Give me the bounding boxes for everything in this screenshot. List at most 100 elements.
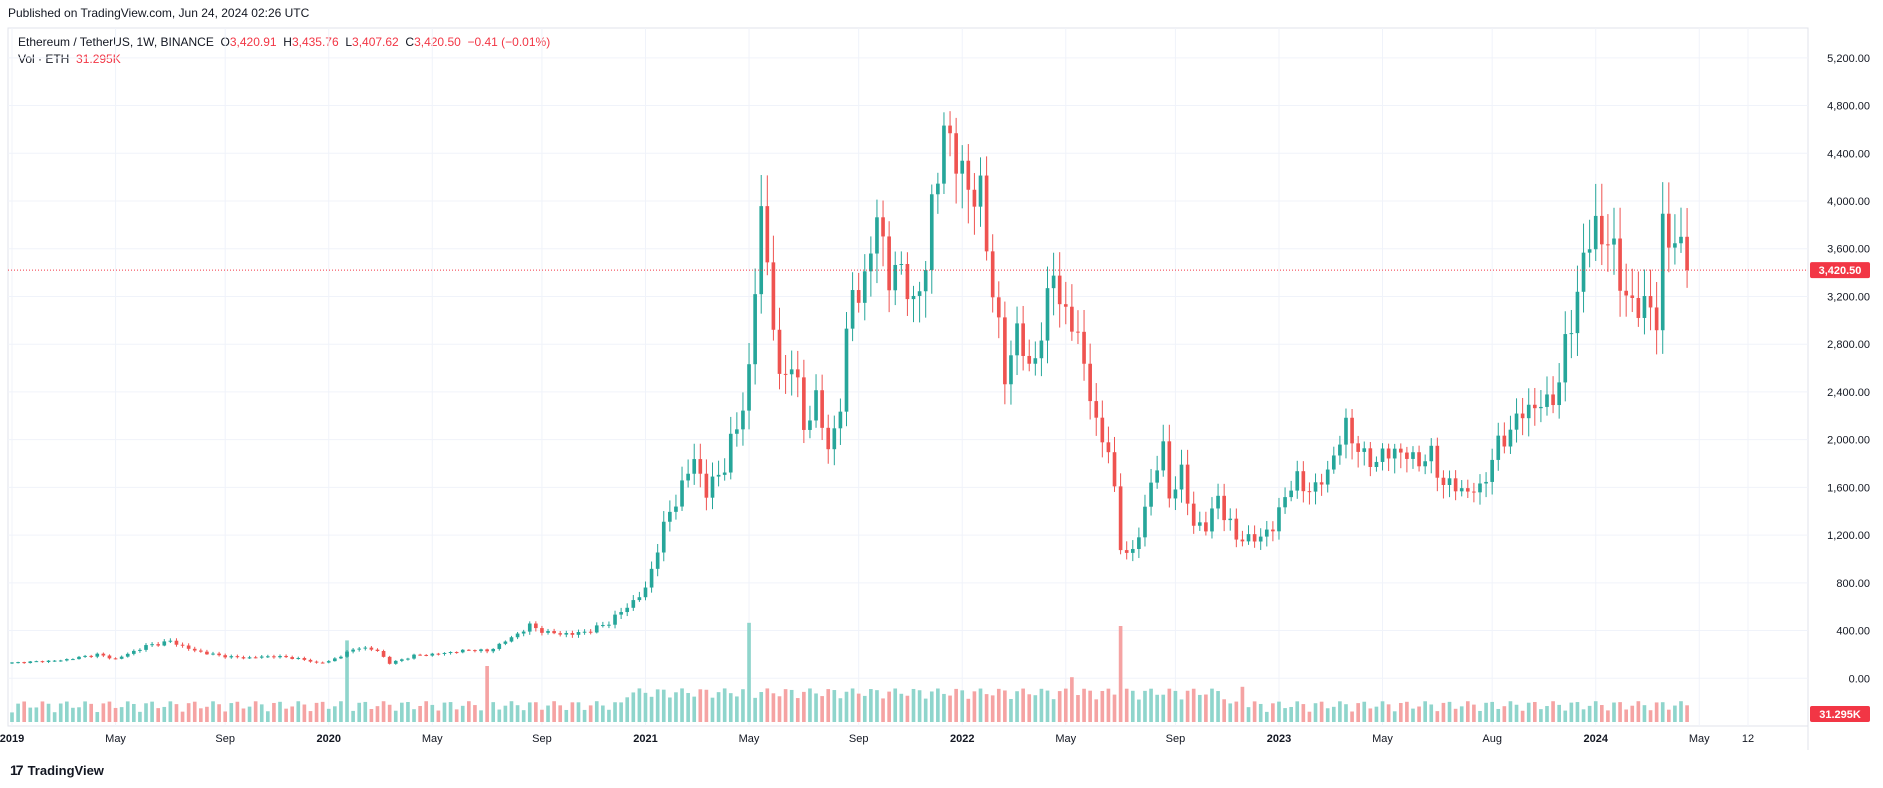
volume-bar: [1666, 709, 1671, 722]
volume-bar: [1423, 701, 1427, 722]
candle-body: [1088, 363, 1092, 402]
candle-body: [607, 624, 611, 626]
candle-body: [473, 650, 477, 652]
volume-bar: [1606, 710, 1610, 722]
candle-body: [1532, 404, 1537, 409]
volume-bar: [509, 701, 514, 722]
candle-body: [10, 662, 14, 664]
volume-bar: [942, 693, 946, 722]
volume-bar: [107, 701, 112, 722]
volume-bar: [1021, 688, 1025, 722]
volume-bar: [381, 701, 386, 722]
volume-bar: [771, 693, 776, 722]
high-label: H: [283, 35, 292, 49]
candle-body: [1076, 331, 1080, 333]
volume-bar: [1234, 701, 1239, 722]
candle-body: [1435, 445, 1440, 478]
volume-bar: [1149, 688, 1153, 722]
candle-body: [1210, 508, 1214, 532]
candle-body: [1356, 443, 1360, 452]
candle-body: [759, 206, 764, 295]
volume-bar: [984, 694, 989, 722]
volume-bar: [1624, 709, 1628, 722]
y-tick-label: 4,400.00: [1827, 148, 1870, 160]
y-tick-label: 400.00: [1836, 626, 1870, 638]
tradingview-logo[interactable]: 17 TradingView: [10, 762, 104, 778]
candle-body: [905, 264, 910, 300]
candle-body: [1459, 488, 1464, 492]
candle-body: [1051, 275, 1056, 289]
candle-body: [485, 649, 489, 652]
candle-body: [357, 648, 362, 650]
y-tick-label: 4,000.00: [1827, 196, 1870, 208]
low-value: 3,407.62: [352, 35, 399, 49]
candle-body: [1283, 497, 1287, 508]
volume-bar: [259, 704, 264, 722]
volume-bar: [838, 698, 843, 722]
volume-bar: [1685, 705, 1689, 722]
volume-bar: [186, 703, 191, 722]
candle-body: [1143, 506, 1147, 538]
candle-body: [1179, 464, 1184, 490]
volume-bar: [150, 701, 154, 722]
volume-bar: [753, 697, 757, 722]
candle-body: [406, 658, 410, 660]
volume-bar: [747, 622, 751, 722]
candle-body: [308, 659, 313, 662]
candle-body: [34, 661, 39, 663]
candle-body: [661, 521, 666, 553]
y-tick-label: 2,000.00: [1827, 435, 1870, 447]
x-tick-label: 2019: [0, 733, 24, 745]
candle-body: [1082, 331, 1086, 364]
volume-bar: [266, 711, 270, 722]
candle-body: [1216, 495, 1220, 509]
x-tick-label: May: [739, 733, 760, 745]
x-tick-label: May: [1055, 733, 1076, 745]
candle-body: [217, 653, 221, 656]
candle-body: [1161, 441, 1166, 471]
candle-body: [418, 654, 422, 656]
volume-bar: [375, 706, 380, 722]
candle-body: [1173, 489, 1178, 499]
volume-bar: [783, 689, 788, 722]
volume-bar: [1526, 702, 1531, 722]
volume-bar: [1520, 710, 1525, 722]
candle-body: [1679, 236, 1683, 244]
volume-bar: [1630, 705, 1635, 722]
candle-body: [1057, 275, 1062, 305]
volume-bar: [132, 703, 136, 722]
candle-body: [156, 644, 161, 646]
candle-body: [253, 657, 258, 659]
volume-bar: [1599, 705, 1604, 722]
candle-body: [1222, 495, 1226, 521]
volume-bar: [1246, 707, 1251, 722]
candle-body: [1124, 550, 1129, 553]
volume-bar: [960, 690, 965, 722]
candle-body: [1271, 529, 1275, 532]
candle-body: [83, 655, 87, 657]
volume-bar: [22, 701, 27, 722]
candle-body: [771, 262, 776, 330]
volume-bar: [1484, 702, 1488, 722]
candle-body: [643, 587, 648, 598]
open-value: 3,420.91: [229, 35, 277, 49]
candle-body: [1606, 244, 1610, 246]
volume-bar: [832, 690, 837, 722]
volume-label[interactable]: Vol · ETH: [18, 52, 70, 66]
volume-bar: [637, 688, 642, 722]
volume-bar: [1289, 706, 1293, 722]
volume-bar: [759, 692, 764, 722]
candle-body: [235, 656, 240, 658]
candle-body: [838, 411, 843, 429]
volume-bar: [862, 695, 867, 722]
candle-body: [668, 511, 672, 522]
volume-bar: [728, 693, 733, 722]
volume-bar: [1478, 710, 1482, 722]
candle-body: [601, 625, 605, 627]
candle-body: [326, 661, 331, 663]
volume-bar: [1319, 701, 1324, 722]
candle-body: [802, 377, 806, 430]
volume-bar: [893, 688, 898, 722]
x-tick-label: 12: [1742, 733, 1754, 745]
